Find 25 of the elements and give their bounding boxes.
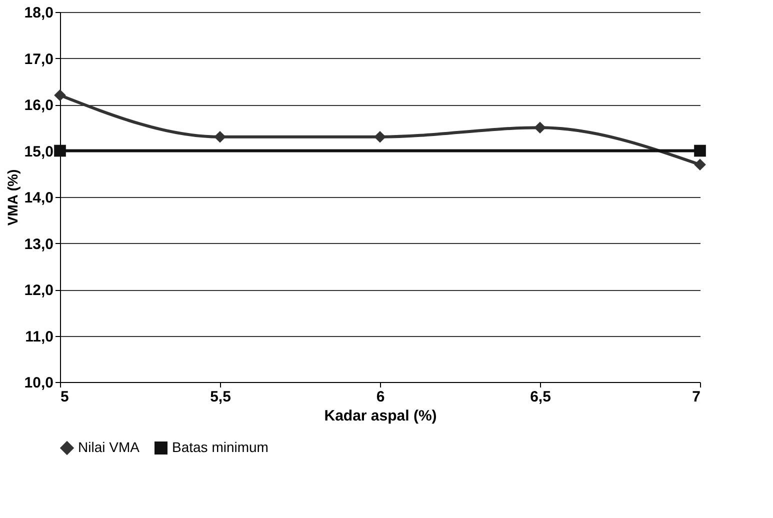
point bbox=[54, 89, 66, 102]
y-axis-title: VMA (%) bbox=[4, 169, 20, 226]
y-tick-label: 10,0 bbox=[24, 374, 54, 392]
y-tick-label: 14,0 bbox=[24, 190, 54, 206]
x-tick-label: 6 bbox=[376, 388, 385, 406]
y-tick-label: 16,0 bbox=[24, 97, 54, 114]
point bbox=[54, 144, 66, 157]
y-tick-label: 17,0 bbox=[24, 50, 54, 68]
point bbox=[214, 130, 226, 143]
point bbox=[694, 158, 706, 171]
y-tick-label: 18,0 bbox=[24, 4, 54, 22]
y-tick-label: 11,0 bbox=[25, 328, 54, 346]
x-tick-label: 6,5 bbox=[530, 388, 551, 406]
point bbox=[694, 144, 706, 157]
x-tick-label: 5,5 bbox=[210, 388, 231, 406]
y-tick-label: 15,0 bbox=[24, 143, 54, 160]
x-tick-label: 5 bbox=[60, 388, 69, 406]
x-axis-title: Kadar aspal (%) bbox=[324, 408, 437, 424]
y-tick-label: 12,0 bbox=[24, 282, 54, 299]
point bbox=[534, 122, 546, 134]
y-tick-label: 13,0 bbox=[24, 236, 54, 253]
x-tick-label: 7 bbox=[692, 388, 700, 406]
legend-label: Batas minimum bbox=[172, 439, 268, 455]
legend-label: Nilai VMA bbox=[78, 439, 140, 455]
point bbox=[374, 130, 386, 143]
